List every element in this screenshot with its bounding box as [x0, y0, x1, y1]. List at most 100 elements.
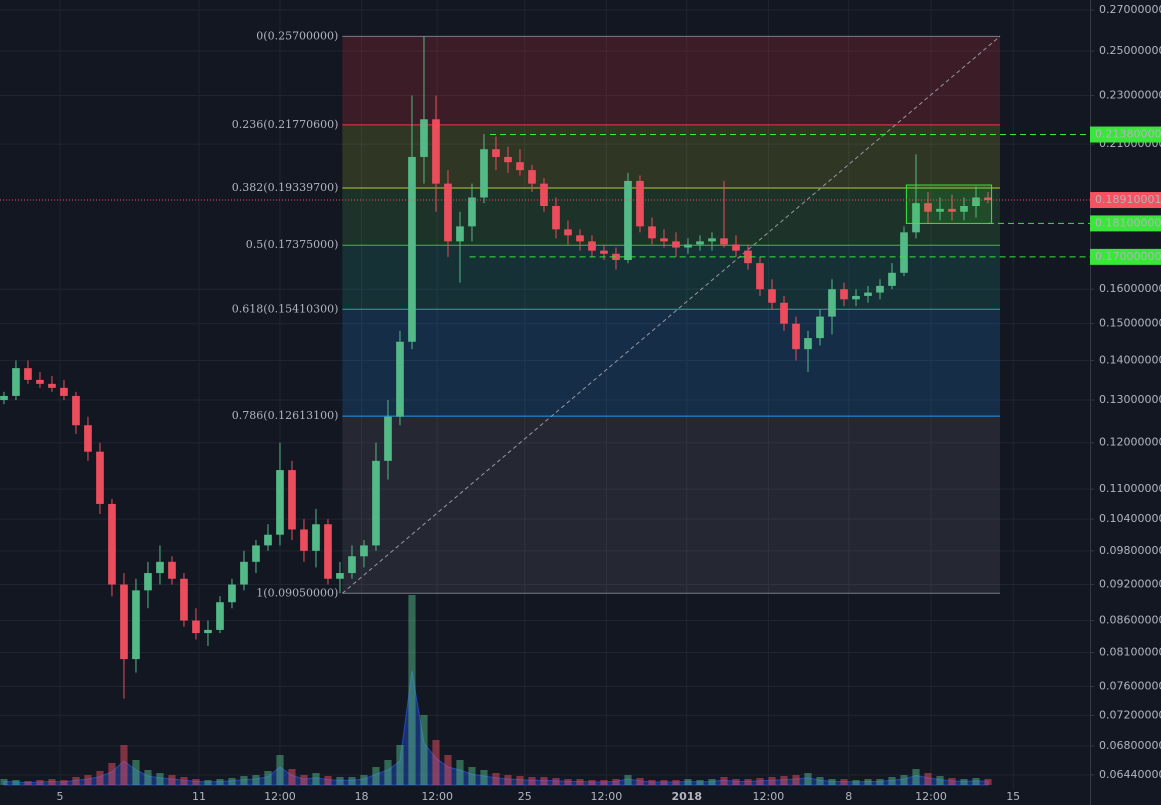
candle-body — [192, 620, 200, 634]
volume-bar — [504, 775, 512, 785]
candle-body — [636, 180, 644, 227]
candle-body — [888, 272, 896, 286]
candle-body — [540, 183, 548, 207]
volume-bar — [816, 777, 824, 785]
volume-bar — [384, 760, 392, 785]
candle-body — [84, 425, 92, 452]
volume-bar — [264, 771, 272, 785]
volume-bar — [120, 745, 128, 785]
candle-body — [720, 238, 728, 245]
fib-band — [342, 36, 1000, 125]
candle-body — [516, 162, 524, 171]
volume-bar — [132, 760, 140, 785]
volume-bar — [288, 769, 296, 785]
fib-label: 0.5(0.17375000) — [246, 238, 339, 251]
volume-bar — [408, 595, 416, 785]
candle-body — [72, 395, 80, 426]
candle-body — [912, 203, 920, 233]
volume-bar — [480, 770, 488, 785]
volume-bar — [252, 775, 260, 785]
candle-body — [408, 156, 416, 342]
candle-body — [24, 368, 32, 380]
fib-trend-line — [342, 35, 1001, 594]
candle-body — [924, 203, 932, 212]
candle-body — [48, 383, 56, 388]
y-tick-label: 0.16000000 — [1099, 282, 1161, 295]
y-tick-label: 0.07600000 — [1099, 679, 1161, 692]
candle-body — [156, 561, 164, 574]
candle-body — [696, 241, 704, 245]
candle-body — [876, 285, 884, 293]
candle-body — [840, 289, 848, 300]
candle-body — [864, 292, 872, 296]
candle-body — [132, 590, 140, 660]
price-lines: 0.21380000 0.18100000 0.17000000 0.18910001 — [0, 126, 1161, 265]
candle-body — [216, 602, 224, 630]
volume-bar — [0, 779, 8, 785]
y-tick-label: 0.14000000 — [1099, 353, 1161, 366]
candle-body — [348, 556, 356, 574]
volume-bar — [180, 777, 188, 785]
candle-body — [612, 253, 620, 261]
volume-bar — [576, 779, 584, 785]
candle-body — [420, 119, 428, 157]
volume-bar — [840, 779, 848, 785]
price-label-bg — [1090, 126, 1161, 143]
candle-body — [228, 584, 236, 603]
candle-body — [396, 341, 404, 417]
x-tick-label: 12:00 — [264, 790, 296, 803]
volume-bar — [600, 780, 608, 785]
y-tick-label: 0.08100000 — [1099, 645, 1161, 658]
volume-bar — [768, 777, 776, 785]
volume-bar — [48, 779, 56, 785]
volume-bar — [684, 779, 692, 785]
x-tick-label: 18 — [355, 790, 369, 803]
volume-bar — [900, 775, 908, 785]
candle-body — [276, 470, 284, 535]
volume-bar — [204, 780, 212, 785]
volume-bar — [396, 745, 404, 785]
price-label: 0.21380000 — [1095, 128, 1161, 141]
candle-body — [984, 197, 992, 201]
volume-bar — [792, 775, 800, 785]
candle-body — [480, 149, 488, 198]
candle-body — [564, 229, 572, 236]
fib-label: 0.786(0.12613100) — [232, 409, 339, 422]
volume-bar — [60, 780, 68, 785]
y-tick-label: 0.15000000 — [1099, 317, 1161, 330]
volume-bar — [612, 779, 620, 785]
volume-bar — [516, 776, 524, 785]
volume-bar — [804, 773, 812, 785]
volume-bar — [552, 778, 560, 785]
candle-body — [624, 180, 632, 261]
price-label-bg — [1090, 215, 1161, 232]
x-tick-label: 12:00 — [591, 790, 623, 803]
candle-body — [744, 250, 752, 264]
volume-bar — [96, 771, 104, 785]
volume-bar — [936, 776, 944, 785]
candle-body — [672, 241, 680, 248]
x-tick-label: 8 — [845, 790, 852, 803]
candle-body — [684, 244, 692, 248]
volume-bar — [912, 769, 920, 785]
candle-body — [144, 573, 152, 591]
volume-bar — [540, 777, 548, 785]
fib-label: 0.236(0.21770600) — [232, 118, 339, 131]
fib-label: 1(0.09050000) — [256, 586, 338, 599]
candle-body — [444, 183, 452, 242]
volume-bar — [588, 780, 596, 785]
volume — [0, 595, 992, 786]
volume-bar — [276, 755, 284, 785]
candle-body — [180, 578, 188, 621]
y-tick-label: 0.06440000 — [1099, 768, 1161, 781]
candle-body — [576, 235, 584, 242]
candle-body — [96, 451, 104, 504]
volume-bar — [240, 776, 248, 785]
volume-bar — [192, 779, 200, 785]
candle-body — [456, 226, 464, 242]
candle-body — [324, 524, 332, 579]
candle-body — [36, 379, 44, 384]
volume-bar — [732, 779, 740, 785]
volume-bar — [324, 776, 332, 785]
